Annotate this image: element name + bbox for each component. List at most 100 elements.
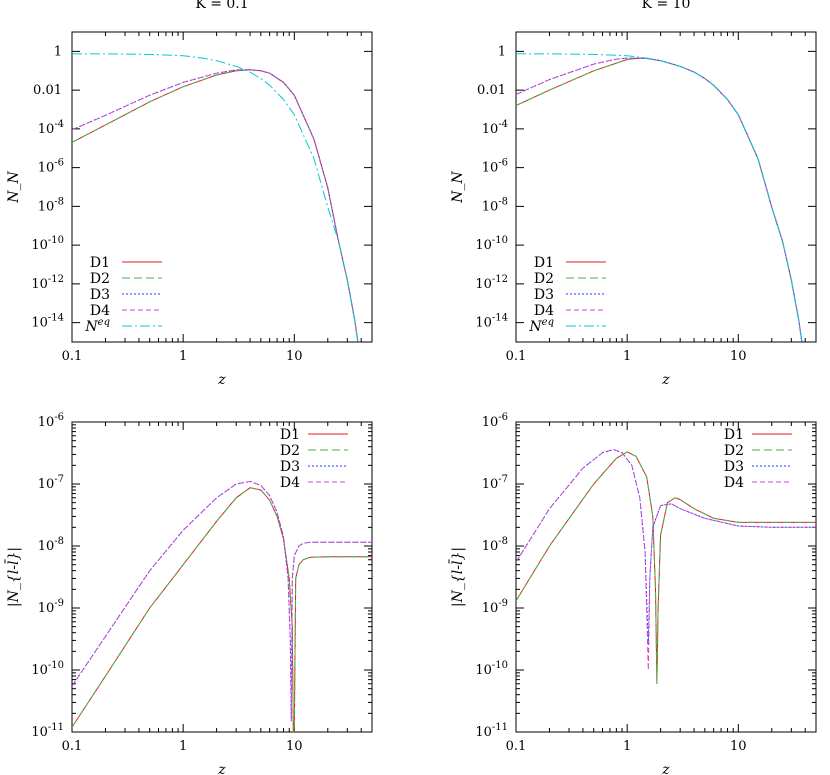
series-line-d1 — [72, 487, 372, 732]
y-tick-label: 10-6 — [38, 158, 64, 176]
y-tick-label: 10-6 — [482, 412, 508, 430]
y-tick-label: 10-12 — [31, 274, 64, 292]
series-line-d1 — [72, 69, 359, 342]
y-tick-label: 0.01 — [33, 83, 62, 98]
legend-label: D1 — [534, 255, 554, 271]
y-tick-label: 10-4 — [482, 119, 508, 137]
x-axis-label: z — [217, 762, 226, 775]
series-line-d2 — [72, 487, 372, 732]
y-tick-label: 10-14 — [31, 313, 64, 331]
series-group — [72, 480, 372, 732]
y-tick-label: 10-4 — [38, 119, 64, 137]
series-line-d1 — [516, 57, 803, 342]
x-tick-label: 1 — [179, 349, 187, 364]
legend-label: D1 — [724, 427, 744, 443]
y-tick-label: 10-7 — [482, 474, 508, 492]
panel-k-10-asymmetry: 0.1 1 10 10-6 10-7 10-8 10-9 10-10 10-11 z |N_{l-l… — [448, 412, 817, 775]
x-tick-label: 0.1 — [506, 739, 527, 754]
panel-title: K = 10 — [642, 0, 691, 12]
plot-frame — [71, 421, 373, 733]
x-tick-label: 10 — [286, 349, 303, 364]
legend-label: D3 — [534, 287, 554, 303]
y-tick-label: 10-14 — [475, 313, 508, 331]
y-tick-label: 10-11 — [31, 722, 64, 740]
y-axis-label: N_N — [450, 171, 466, 204]
y-tick-label: 10-8 — [482, 536, 508, 554]
legend-label: Neq — [528, 317, 554, 335]
y-tick-label: 10-10 — [475, 660, 508, 678]
y-tick-label: 10-7 — [38, 474, 64, 492]
y-tick-label: 1 — [498, 44, 506, 59]
y-tick-label: 10-10 — [31, 660, 64, 678]
legend-label: D4 — [724, 475, 744, 491]
series-line-d3 — [72, 69, 359, 342]
x-tick-label: 0.1 — [62, 349, 83, 364]
y-tick-label: 10-8 — [38, 196, 64, 214]
y-tick-label: 10-8 — [482, 196, 508, 214]
plot-frame — [515, 421, 817, 733]
legend-label: D1 — [280, 427, 300, 443]
y-tick-label: 0.01 — [477, 83, 506, 98]
y-tick-label: 10-12 — [475, 274, 508, 292]
plot-frame — [515, 31, 817, 343]
legend-label: D4 — [280, 475, 300, 491]
x-tick-label: 1 — [179, 739, 187, 754]
legend-label: D3 — [280, 459, 300, 475]
series-line-d3 — [72, 480, 372, 722]
y-tick-label: 10-10 — [31, 235, 64, 253]
series-line-d3 — [516, 448, 816, 646]
y-axis-label: |N_{l-l̄}| — [448, 547, 466, 607]
series-line-neq — [516, 53, 803, 342]
series-line-d2 — [516, 57, 803, 342]
x-tick-label: 0.1 — [62, 739, 83, 754]
series-line-d4 — [516, 448, 816, 671]
x-tick-label: 10 — [730, 349, 747, 364]
y-tick-label: 10-6 — [482, 158, 508, 176]
series-line-d1 — [516, 451, 816, 684]
legend-label: D3 — [90, 287, 110, 303]
series-line-d4 — [516, 57, 803, 342]
y-axis-label: |N_{l-l̄}| — [4, 547, 22, 607]
series-group — [516, 448, 816, 684]
y-tick-label: 10-10 — [475, 235, 508, 253]
y-tick-label: 1 — [54, 44, 62, 59]
series-line-d3 — [516, 57, 803, 342]
legend-label: D2 — [90, 271, 110, 287]
series-line-d4 — [72, 480, 372, 722]
plot-frame — [71, 31, 373, 343]
y-tick-label: 10-9 — [482, 598, 508, 616]
y-tick-label: 10-9 — [38, 598, 64, 616]
x-axis-label: z — [661, 372, 670, 388]
series-line-neq — [72, 53, 359, 342]
legend-label: D3 — [724, 459, 744, 475]
x-tick-label: 1 — [623, 739, 631, 754]
panel-k-0-1-asymmetry: 0.1 1 10 10-6 10-7 10-8 10-9 10-10 10-11 z |N_{l-l… — [4, 412, 373, 775]
x-tick-label: 10 — [286, 739, 303, 754]
series-line-d2 — [72, 69, 359, 342]
legend-label: D1 — [90, 255, 110, 271]
legend-label: D2 — [724, 443, 744, 459]
y-axis-label: N_N — [6, 171, 22, 204]
x-axis-label: z — [661, 762, 670, 775]
x-tick-label: 0.1 — [506, 349, 527, 364]
legend-label: Neq — [84, 317, 110, 335]
x-tick-label: 10 — [730, 739, 747, 754]
legend-label: D4 — [534, 303, 554, 319]
series-group — [72, 53, 359, 342]
series-group — [516, 53, 803, 342]
y-tick-label: 10-8 — [38, 536, 64, 554]
series-line-d4 — [72, 69, 359, 342]
y-tick-label: 10-11 — [475, 722, 508, 740]
legend-label: D2 — [534, 271, 554, 287]
legend-label: D2 — [280, 443, 300, 459]
x-tick-label: 1 — [623, 349, 631, 364]
series-line-d2 — [516, 451, 816, 684]
panel-title: K = 0.1 — [195, 0, 248, 12]
y-tick-label: 10-6 — [38, 412, 64, 430]
panel-k-0-1-nn: 0.1 1 10 1 0.01 10-4 10-6 10-8 10-10 10-12 10-14 K … — [6, 0, 373, 388]
